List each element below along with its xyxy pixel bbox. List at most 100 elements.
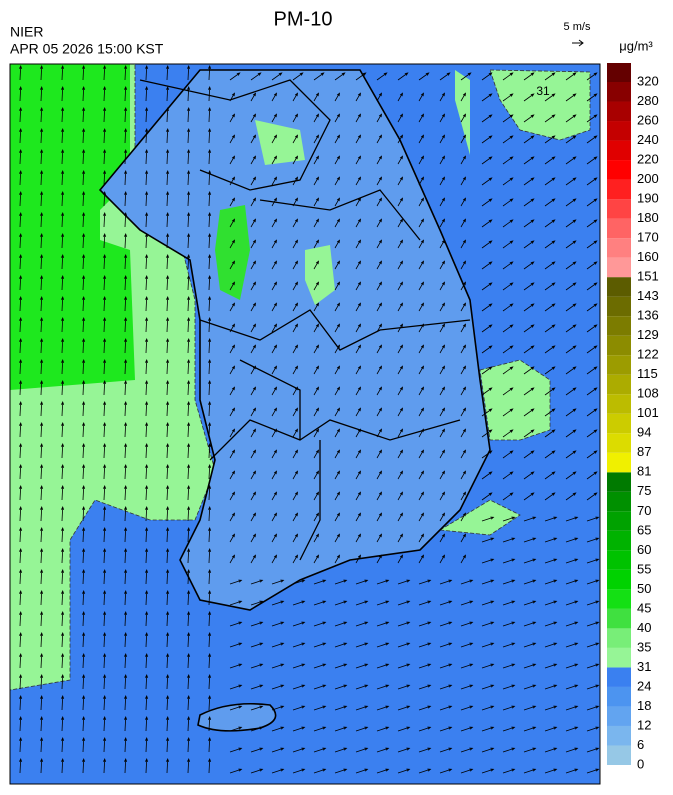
wind-arrow [376, 344, 383, 354]
wind-arrow [439, 705, 453, 711]
wind-arrow [124, 274, 128, 291]
wind-arrow [187, 106, 191, 123]
wind-arrow [355, 281, 362, 291]
wind-arrow [61, 190, 65, 207]
wind-arrow [418, 365, 425, 375]
colorbar-swatch [607, 277, 631, 297]
wind-arrow [502, 387, 514, 396]
wind-arrow [397, 365, 404, 375]
wind-arrow [418, 663, 432, 669]
colorbar-swatch [607, 647, 631, 668]
colorbar-swatch [607, 355, 631, 375]
wind-arrow [523, 537, 537, 543]
wind-arrow [460, 642, 474, 648]
wind-arrow [418, 155, 425, 165]
wind-arrow [250, 726, 264, 732]
wind-arrow [502, 345, 514, 354]
colorbar-label: 280 [637, 93, 659, 108]
wind-arrow [40, 253, 44, 270]
wind-arrow [124, 757, 128, 774]
wind-arrow [565, 492, 577, 501]
wind-arrow [292, 684, 306, 690]
wind-arrow [292, 491, 299, 501]
wind-arrow [355, 323, 362, 333]
wind-arrow [124, 148, 128, 165]
wind-arrow [544, 282, 556, 291]
colorbar-label: 170 [637, 230, 659, 245]
wind-arrow [586, 747, 600, 753]
wind-arrow [40, 589, 44, 606]
wind-arrow [103, 295, 107, 312]
wind-arrow [292, 218, 299, 228]
wind-arrow [313, 642, 327, 648]
colorbar-label: 240 [637, 132, 659, 147]
wind-arrow [397, 407, 404, 417]
wind-arrow [208, 610, 212, 627]
wind-arrow [418, 302, 425, 312]
colorbar-swatch [607, 530, 631, 551]
wind-arrow [313, 705, 327, 711]
wind-arrow [208, 673, 212, 690]
wind-arrow [166, 211, 170, 228]
wind-arrow [250, 747, 264, 753]
wind-arrow [271, 600, 285, 606]
wind-arrow [586, 408, 598, 417]
wind-arrow [313, 386, 320, 396]
wind-arrow [166, 463, 170, 480]
wind-arrow [271, 302, 278, 312]
colorbar-label: 260 [637, 112, 659, 127]
wind-arrow [397, 428, 404, 438]
timestamp: APR 05 2026 15:00 KST [10, 41, 164, 57]
wind-arrow [229, 470, 236, 480]
wind-arrow [355, 302, 362, 312]
wind-arrow [40, 484, 44, 501]
wind-arrow [586, 642, 600, 648]
wind-arrow [145, 337, 149, 354]
wind-arrow [544, 387, 556, 396]
wind-arrow [124, 295, 128, 312]
wind-arrow [418, 726, 432, 732]
wind-arrow [250, 554, 257, 564]
wind-arrow [103, 736, 107, 753]
wind-arrow [103, 190, 107, 207]
wind-arrow [82, 673, 86, 690]
wind-arrow [313, 407, 320, 417]
wind-arrow [502, 663, 516, 669]
wind-arrow [439, 218, 446, 228]
wind-arrow [355, 218, 362, 228]
wind-arrow [292, 260, 299, 270]
wind-arrow [187, 568, 191, 585]
wind-arrow [208, 358, 212, 375]
wind-arrow [61, 316, 65, 333]
wind-arrow [313, 176, 320, 186]
wind-arrow [313, 134, 320, 144]
wind-arrow [40, 673, 44, 690]
wind-arrow [271, 621, 285, 627]
wind-arrow [187, 400, 191, 417]
wind-arrow [397, 386, 404, 396]
wind-arrow [19, 211, 23, 228]
wind-arrow [250, 512, 257, 522]
wind-arrow [481, 135, 493, 144]
wind-arrow [418, 470, 425, 480]
wind-arrow [82, 337, 86, 354]
wind-arrow [292, 176, 299, 186]
wind-arrow [82, 148, 86, 165]
wind-arrow [397, 113, 404, 123]
wind-arrow [61, 274, 65, 291]
wind-arrow [460, 407, 467, 417]
wind-arrow [586, 429, 598, 438]
wind-arrow [292, 386, 299, 396]
wind-arrow [229, 428, 236, 438]
colorbar-label: 94 [637, 425, 651, 440]
wind-arrow [61, 295, 65, 312]
wind-arrow [397, 705, 411, 711]
wind-arrow [40, 379, 44, 396]
wind-arrow [40, 190, 44, 207]
wind-arrow [61, 694, 65, 711]
wind-arrow [355, 684, 369, 690]
wind-arrow [523, 114, 535, 123]
wind-arrow [187, 694, 191, 711]
wind-arrow [292, 239, 299, 249]
wind-arrow [166, 736, 170, 753]
